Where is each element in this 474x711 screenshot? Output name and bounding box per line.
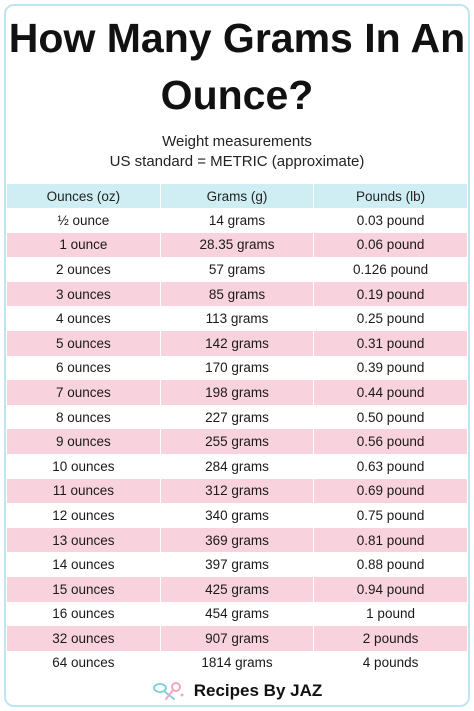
grams-cell: 142 grams [160,330,315,356]
table-row: 2 ounces 57 grams 0.126 pound [7,257,467,282]
ounces-cell: 10 ounces [7,453,161,479]
brand-name: Recipes By JAZ [193,681,323,700]
whisk-spoon-logo-icon [152,680,186,702]
grams-cell: 57 grams [160,257,315,282]
pounds-cell: 1 pound [313,601,467,627]
grams-cell: 312 grams [160,478,315,504]
table-row: 8 ounces 227 grams 0.50 pound [7,404,467,430]
subtitle-line-1: Weight measurements [162,133,312,150]
pounds-cell: 0.25 pound [313,306,467,331]
table-body: ½ ounce 14 grams 0.03 pound 1 ounce 28.35 gr… [7,208,467,676]
ounces-cell: 16 ounces [7,601,161,627]
pounds-cell: 4 pounds [313,650,467,676]
ounces-cell: ½ ounce [7,208,161,233]
column-header-ounces: Ounces (oz) [7,184,161,208]
table-row: 11 ounces 312 grams 0.69 pound [7,478,467,504]
table-header-row: Ounces (oz) Grams (g) Pounds (lb) [7,184,467,208]
brand-footer: Recipes By JAZ [0,678,474,704]
ounces-cell: 1 ounce [7,232,161,258]
grams-cell: 1814 grams [160,650,315,676]
table-row: 64 ounces 1814 grams 4 pounds [7,650,467,676]
grams-cell: 425 grams [160,576,315,602]
grams-cell: 454 grams [160,601,315,627]
ounces-cell: 14 ounces [7,552,161,577]
grams-cell: 113 grams [160,306,315,331]
pounds-cell: 0.56 pound [313,429,467,454]
grams-cell: 14 grams [160,208,315,233]
column-header-pounds: Pounds (lb) [313,184,467,208]
title-line-1: How Many Grams In An [8,15,466,61]
table-row: 12 ounces 340 grams 0.75 pound [7,503,467,528]
ounces-cell: 3 ounces [7,281,161,307]
table-row: 9 ounces 255 grams 0.56 pound [7,429,467,454]
pounds-cell: 0.94 pound [313,576,467,602]
table-row: 1 ounce 28.35 grams 0.06 pound [7,232,467,258]
page-title: How Many Grams In An Ounce? [0,10,474,124]
ounces-cell: 4 ounces [7,306,161,331]
table-row: 13 ounces 369 grams 0.81 pound [7,527,467,553]
pounds-cell: 2 pounds [313,626,467,651]
pounds-cell: 0.39 pound [313,355,467,381]
pounds-cell: 0.88 pound [313,552,467,577]
pounds-cell: 0.19 pound [313,281,467,307]
grams-cell: 369 grams [160,527,315,553]
table-row: ½ ounce 14 grams 0.03 pound [7,208,467,233]
grams-cell: 198 grams [160,380,315,405]
ounces-cell: 2 ounces [7,257,161,282]
pounds-cell: 0.69 pound [313,478,467,504]
ounces-cell: 5 ounces [7,330,161,356]
grams-cell: 397 grams [160,552,315,577]
ounces-cell: 7 ounces [7,380,161,405]
ounces-cell: 32 ounces [7,626,161,651]
ounces-cell: 15 ounces [7,576,161,602]
pounds-cell: 0.50 pound [313,404,467,430]
pounds-cell: 0.31 pound [313,330,467,356]
grams-cell: 340 grams [160,503,315,528]
table-row: 14 ounces 397 grams 0.88 pound [7,552,467,577]
title-line-2: Ounce? [160,72,314,118]
table-row: 10 ounces 284 grams 0.63 pound [7,453,467,479]
ounces-cell: 11 ounces [7,478,161,504]
ounces-cell: 8 ounces [7,404,161,430]
grams-cell: 255 grams [160,429,315,454]
column-header-grams: Grams (g) [160,184,315,208]
subtitle: Weight measurements US standard = METRIC… [0,132,474,172]
grams-cell: 85 grams [160,281,315,307]
grams-cell: 170 grams [160,355,315,381]
grams-cell: 284 grams [160,453,315,479]
pounds-cell: 0.63 pound [313,453,467,479]
ounces-cell: 64 ounces [7,650,161,676]
table-row: 3 ounces 85 grams 0.19 pound [7,281,467,307]
pounds-cell: 0.81 pound [313,527,467,553]
pounds-cell: 0.75 pound [313,503,467,528]
table-row: 15 ounces 425 grams 0.94 pound [7,576,467,602]
table-row: 5 ounces 142 grams 0.31 pound [7,330,467,356]
ounces-cell: 9 ounces [7,429,161,454]
page-border [4,4,470,707]
table-row: 32 ounces 907 grams 2 pounds [7,626,467,651]
grams-cell: 227 grams [160,404,315,430]
table-row: 7 ounces 198 grams 0.44 pound [7,380,467,405]
grams-cell: 28.35 grams [160,232,315,258]
pounds-cell: 0.126 pound [313,257,467,282]
pounds-cell: 0.44 pound [313,380,467,405]
pounds-cell: 0.03 pound [313,208,467,233]
pounds-cell: 0.06 pound [313,232,467,258]
ounces-cell: 12 ounces [7,503,161,528]
ounces-cell: 6 ounces [7,355,161,381]
grams-cell: 907 grams [160,626,315,651]
table-row: 16 ounces 454 grams 1 pound [7,601,467,627]
conversion-table: Ounces (oz) Grams (g) Pounds (lb) ½ ounc… [7,184,467,676]
ounces-cell: 13 ounces [7,527,161,553]
table-row: 6 ounces 170 grams 0.39 pound [7,355,467,381]
subtitle-line-2: US standard = METRIC (approximate) [109,153,365,170]
table-row: 4 ounces 113 grams 0.25 pound [7,306,467,331]
